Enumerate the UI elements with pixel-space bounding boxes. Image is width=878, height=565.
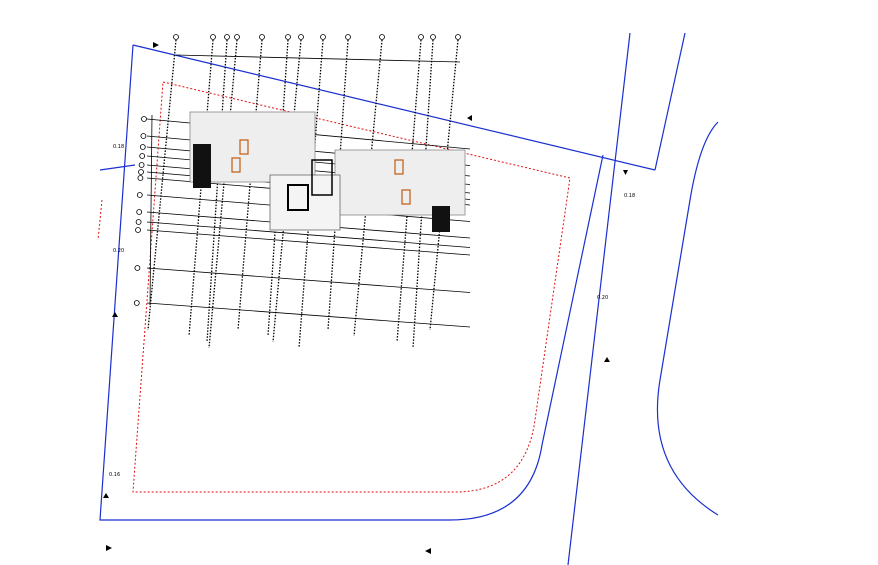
furniture <box>239 139 249 155</box>
building <box>189 111 466 232</box>
grid-axis <box>146 221 471 248</box>
marker <box>106 545 112 551</box>
grid-bubble <box>138 169 144 175</box>
grid-bubble <box>139 144 146 150</box>
grid-bubble <box>379 34 385 40</box>
parking <box>432 206 450 232</box>
grid-axis <box>147 39 177 331</box>
marker <box>112 312 118 317</box>
grid-bubble <box>298 34 304 40</box>
setback-stub <box>97 199 103 241</box>
building-block <box>334 149 466 216</box>
grid-bubble <box>224 34 230 40</box>
grid-bubble <box>320 34 326 40</box>
furniture <box>401 189 411 205</box>
marker <box>153 42 159 48</box>
marker <box>425 548 431 554</box>
road-edge <box>654 32 686 171</box>
site-boundary <box>99 44 604 521</box>
grid-bubble <box>285 34 291 40</box>
stair <box>311 159 333 196</box>
marker <box>103 493 109 498</box>
grid-bubble <box>430 34 436 40</box>
building-core <box>269 174 341 231</box>
level-label: 0.18 <box>624 193 635 199</box>
grid-axis <box>146 229 471 256</box>
grid-top-line <box>175 54 461 63</box>
property-lines <box>99 32 719 565</box>
grid-bubble <box>136 209 143 215</box>
grid-axis <box>206 39 228 343</box>
grid-bubble <box>136 192 143 198</box>
grid-axis <box>429 39 459 331</box>
grid-bubble <box>141 116 147 122</box>
grid-bubble <box>133 300 140 306</box>
setback-line <box>97 81 571 493</box>
grid-bubble <box>345 34 351 40</box>
grid-axis <box>208 39 238 349</box>
stair <box>287 184 309 211</box>
parking <box>193 144 211 188</box>
grid-bubble <box>210 34 216 40</box>
furniture <box>231 157 241 173</box>
grid-bubble <box>135 227 141 233</box>
road-curve <box>656 121 719 516</box>
level-markers <box>103 42 628 554</box>
grid-bubble <box>234 34 240 40</box>
grid-bubble <box>173 34 179 40</box>
furniture <box>394 159 404 175</box>
grid-axis <box>272 39 302 343</box>
level-label: 0.20 <box>113 248 124 254</box>
grid-bubble <box>418 34 424 40</box>
road-edge <box>567 32 631 565</box>
grid-bubble <box>139 153 146 159</box>
grid-axis <box>146 302 471 328</box>
grid-axis <box>237 39 263 331</box>
boundary-stub <box>99 164 136 171</box>
level-label: 0.20 <box>597 295 608 301</box>
north-boundary <box>132 44 656 171</box>
marker <box>623 170 628 175</box>
marker <box>467 115 472 121</box>
grid-bubble <box>140 133 147 139</box>
grid-bubble <box>259 34 265 40</box>
level-label: 0.18 <box>113 144 124 150</box>
grid-bubble <box>455 34 461 40</box>
grid-bubble <box>135 219 142 225</box>
level-label: 0.16 <box>109 472 120 478</box>
grid-bubble <box>137 175 144 181</box>
marker <box>604 357 610 362</box>
grid-left-line <box>149 114 153 306</box>
grid-bubble <box>138 162 145 168</box>
grid-bubble <box>134 265 141 271</box>
grid-axis <box>146 267 471 293</box>
